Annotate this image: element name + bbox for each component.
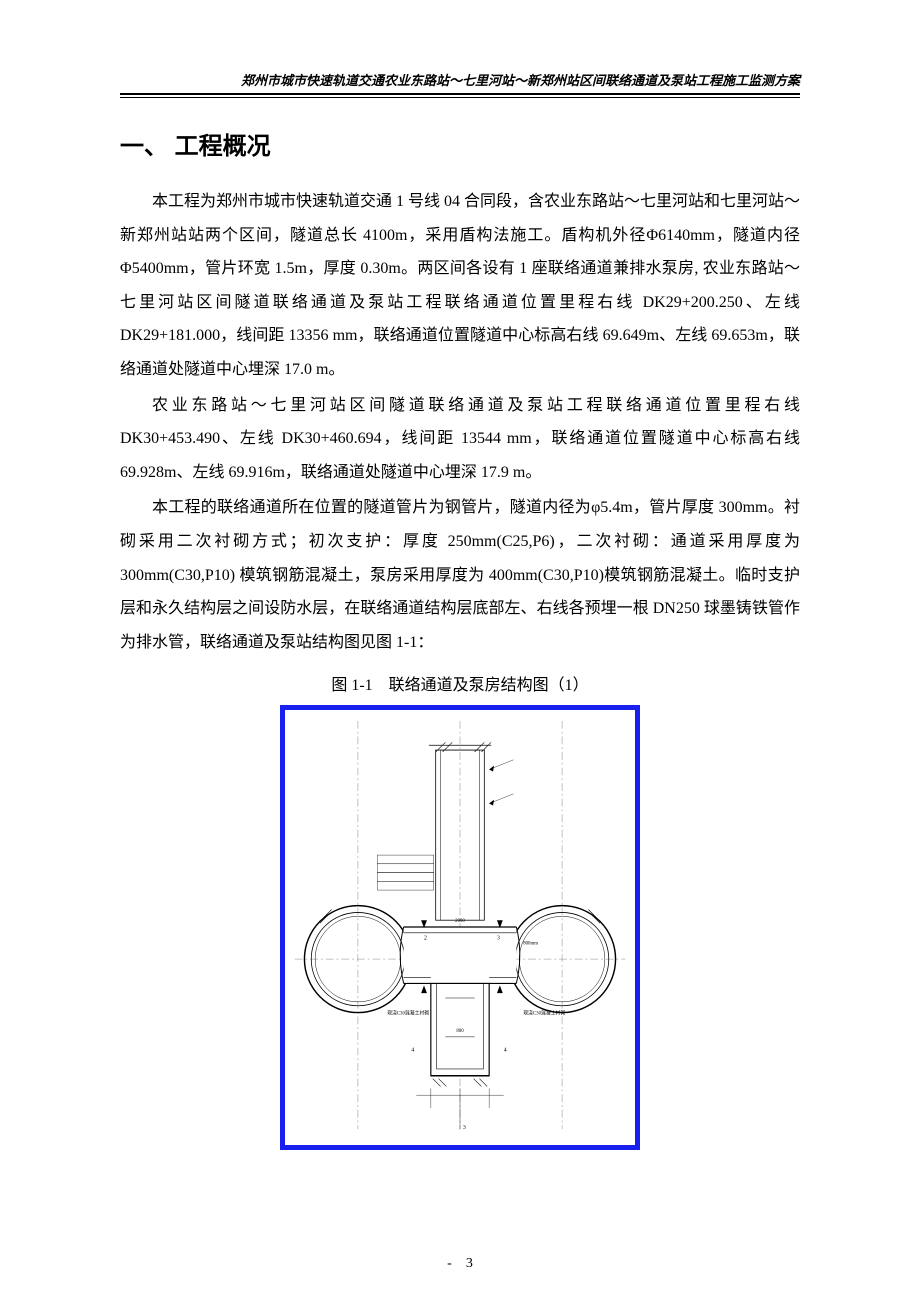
figure-container: 2000 800mm 800 现浇C30混凝土衬砌 现浇C30混凝土衬砌 3 (120, 705, 800, 1150)
svg-text:800mm: 800mm (523, 942, 538, 947)
svg-text:2000: 2000 (455, 919, 465, 924)
svg-text:现浇C30混凝土衬砌: 现浇C30混凝土衬砌 (523, 1010, 565, 1017)
svg-text:3: 3 (497, 936, 500, 942)
page-number-container: - 3 (0, 1256, 920, 1272)
section-number: 一、 (120, 133, 168, 160)
svg-text:800: 800 (456, 1029, 464, 1034)
svg-text:4: 4 (504, 1048, 507, 1054)
svg-text:4: 4 (411, 1048, 414, 1054)
section-heading: 一、 工程概况 (120, 126, 800, 161)
paragraph-2: 农业东路站～七里河站区间隧道联络通道及泵站工程联络通道位置里程右线 DK30+4… (120, 389, 800, 490)
page-number-prefix: - (447, 1256, 452, 1271)
section-title-text: 工程概况 (175, 133, 271, 160)
header-underline (120, 97, 800, 98)
structure-diagram-icon: 2000 800mm 800 现浇C30混凝土衬砌 现浇C30混凝土衬砌 3 (285, 710, 635, 1145)
page-number: 3 (466, 1256, 473, 1271)
running-header: 郑州市城市快速轨道交通农业东路站～七里河站～新郑州站区间联络通道及泵站工程施工监… (120, 70, 800, 95)
figure-frame: 2000 800mm 800 现浇C30混凝土衬砌 现浇C30混凝土衬砌 3 (280, 705, 640, 1150)
svg-text:现浇C30混凝土衬砌: 现浇C30混凝土衬砌 (387, 1010, 429, 1017)
document-page: 郑州市城市快速轨道交通农业东路站～七里河站～新郑州站区间联络通道及泵站工程施工监… (0, 0, 920, 1190)
figure-caption: 图 1-1 联络通道及泵房结构图（1） (120, 671, 800, 695)
paragraph-3: 本工程的联络通道所在位置的隧道管片为钢管片，隧道内径为φ5.4m，管片厚度 30… (120, 491, 800, 659)
svg-text:2: 2 (424, 936, 427, 942)
svg-text:3: 3 (463, 1126, 466, 1132)
paragraph-1: 本工程为郑州市城市快速轨道交通 1 号线 04 合同段，含农业东路站～七里河站和… (120, 185, 800, 387)
